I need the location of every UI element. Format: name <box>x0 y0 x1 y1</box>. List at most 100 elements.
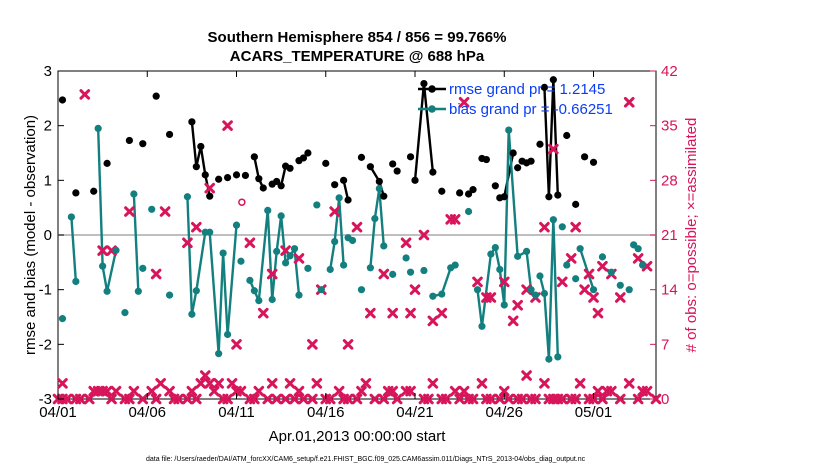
bias-segment <box>105 250 118 292</box>
bias-point <box>380 242 388 250</box>
rmse-point <box>58 96 67 104</box>
bias-point <box>451 261 459 269</box>
obs-assimilated-marker <box>597 260 608 272</box>
rmse-point <box>366 163 374 171</box>
obs-assimilated-marker <box>195 378 207 389</box>
obs-assimilated-marker <box>293 385 305 397</box>
rmse-point <box>165 130 174 139</box>
obs-assimilated-marker <box>521 370 532 381</box>
bias-segment <box>525 251 533 290</box>
rmse-point <box>232 171 241 179</box>
bias-point <box>464 207 473 216</box>
bias-point <box>250 287 258 295</box>
bias-point <box>313 201 321 209</box>
obs-assimilated-marker <box>565 253 577 264</box>
obs-assimilated-marker <box>548 143 559 155</box>
obs-assimilated-marker <box>556 276 568 288</box>
y-tick-label: 3 <box>44 63 52 80</box>
bias-segment <box>378 188 385 247</box>
bias-point <box>505 126 513 134</box>
obs-assimilated-marker <box>57 378 68 389</box>
obs-assimilated-marker <box>249 393 260 405</box>
obs-assimilated-marker <box>333 385 345 397</box>
obs-assimilated-marker <box>253 385 265 397</box>
x-tick-label: 04/26 <box>485 404 523 421</box>
obs-assimilated-marker <box>199 370 211 381</box>
obs-assimilated-marker <box>472 276 483 288</box>
y-tick-label: 1 <box>44 172 52 189</box>
obs-assimilated-marker <box>124 206 135 217</box>
obs-assimilated-marker <box>351 221 363 233</box>
bias-segment <box>333 197 341 242</box>
obs-assimilated-marker <box>208 385 220 397</box>
obs-assimilated-marker <box>440 393 452 405</box>
obs-assimilated-marker <box>485 393 497 405</box>
obs-assimilated-marker <box>351 393 363 405</box>
rmse-point <box>188 118 196 126</box>
bias-segment <box>547 219 555 360</box>
obs-assimilated-marker <box>155 378 166 389</box>
x-tick-label: 04/21 <box>396 404 434 421</box>
obs-assimilated-marker <box>530 393 541 405</box>
bias-point <box>130 190 138 198</box>
obs-assimilated-marker <box>494 393 506 405</box>
bias-point <box>536 272 544 280</box>
obs-assimilated-marker <box>150 393 162 405</box>
rmse-point <box>322 159 330 167</box>
bias-point <box>165 291 174 299</box>
obs-assimilated-marker <box>454 393 465 405</box>
obs-assimilated-marker <box>257 307 269 319</box>
obs-assimilated-marker <box>222 393 233 405</box>
bias-point <box>223 330 232 339</box>
obs-assimilated-marker <box>146 385 158 397</box>
obs-assimilated-marker <box>400 237 412 249</box>
obs-assimilated-marker <box>485 292 497 303</box>
obs-assimilated-marker <box>124 393 135 405</box>
x-tick-label: 04/16 <box>307 404 345 421</box>
rmse-point <box>464 190 473 198</box>
obs-assimilated-marker <box>516 393 528 405</box>
rmse-segment <box>422 83 435 173</box>
rmse-point <box>393 167 401 175</box>
obs-assimilated-marker <box>204 378 216 389</box>
obs-assimilated-marker <box>588 292 599 303</box>
bias-point <box>304 264 312 272</box>
y2-axis-ticks: 0 7 14 21 28 35 42 <box>650 63 678 408</box>
x-tick-label: 04/01 <box>39 404 77 421</box>
rmse-point <box>389 160 397 168</box>
obs-assimilated-marker <box>614 292 626 303</box>
obs-possible-marker <box>238 198 246 206</box>
bias-segment <box>503 130 510 306</box>
rmse-point <box>259 184 267 192</box>
obs-assimilated-marker <box>244 237 256 249</box>
obs-assimilated-marker <box>204 182 216 194</box>
obs-assimilated-marker <box>378 393 390 405</box>
bias-point <box>366 264 374 272</box>
obs-assimilated-marker <box>231 339 242 350</box>
bias-point <box>540 289 549 298</box>
y-tick-label: -3 <box>39 391 52 408</box>
y2-tick-label: 28 <box>661 172 678 189</box>
obs-assimilated-marker <box>427 315 439 327</box>
bias-point <box>268 295 276 304</box>
y-axis-ticks: -3 -2 -1 0 1 2 3 <box>39 63 64 408</box>
obs-assimilated-marker <box>378 268 390 280</box>
rmse-point <box>152 92 160 100</box>
rmse-segment <box>413 83 426 181</box>
obs-assimilated-marker <box>405 307 416 319</box>
x-tick-label: 04/11 <box>218 404 254 421</box>
rmse-point <box>255 175 263 183</box>
obs-assimilated-marker <box>324 393 336 405</box>
rmse-point <box>103 159 111 167</box>
obs-assimilated-marker <box>574 378 586 389</box>
obs-assimilated-marker <box>512 299 523 311</box>
obs-assimilated-marker <box>262 393 274 405</box>
y2-tick-label: 0 <box>661 391 669 408</box>
rmse-point <box>527 157 535 165</box>
bias-segment <box>217 252 225 354</box>
bias-point <box>246 276 254 284</box>
bias-segment <box>578 248 595 291</box>
rmse-point <box>197 142 205 151</box>
obs-assimilated-marker <box>235 385 247 397</box>
